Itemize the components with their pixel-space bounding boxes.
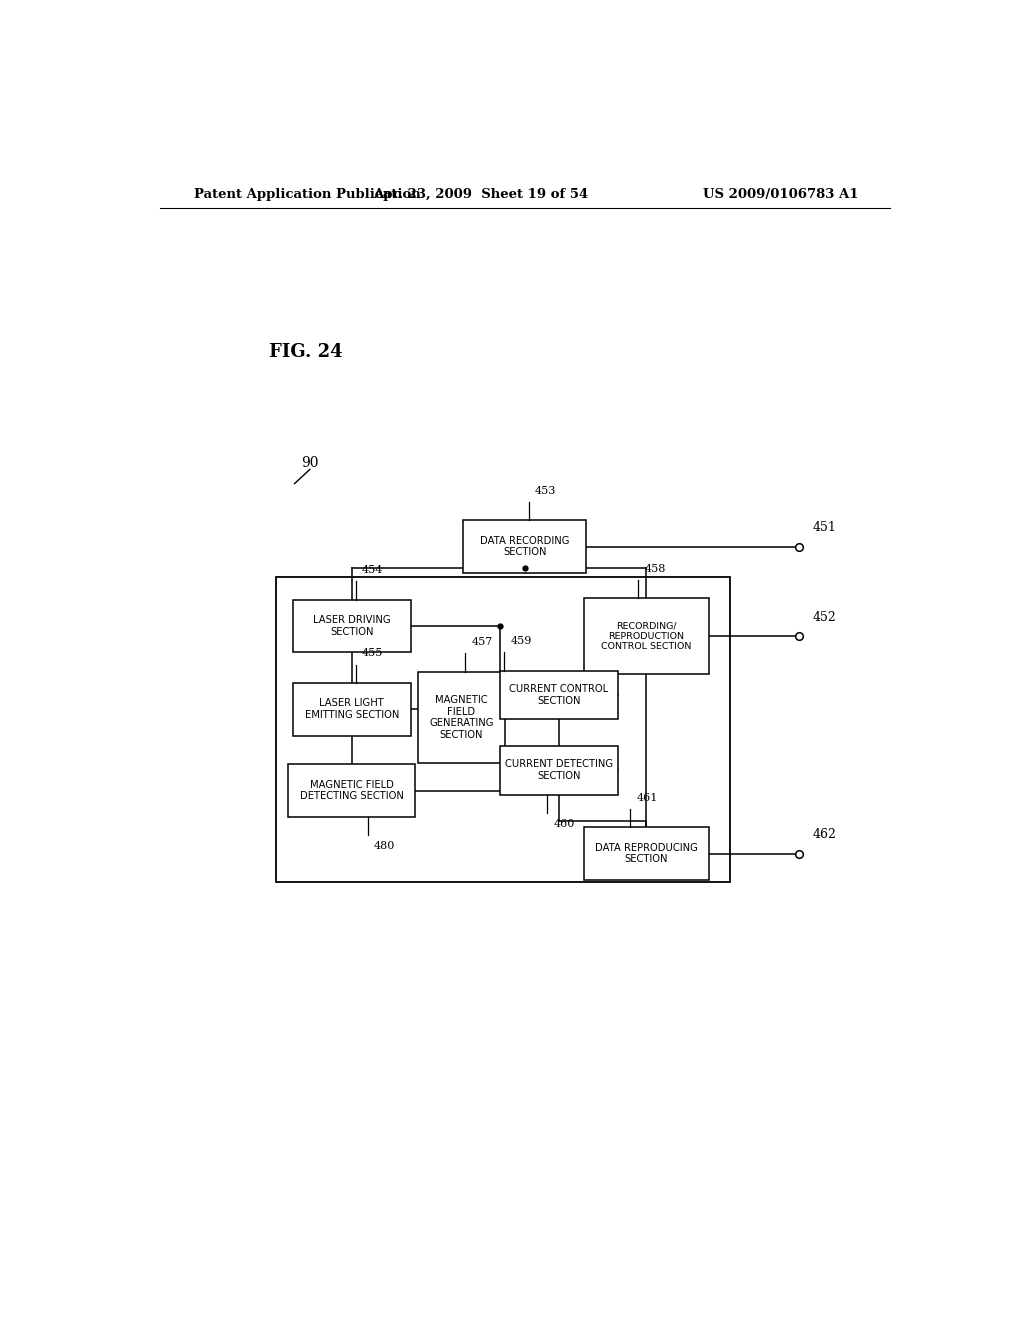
Text: MAGNETIC
FIELD
GENERATING
SECTION: MAGNETIC FIELD GENERATING SECTION (429, 696, 494, 739)
Text: 452: 452 (813, 611, 837, 624)
Text: 460: 460 (553, 818, 574, 829)
Text: 461: 461 (637, 793, 658, 803)
Text: LASER LIGHT
EMITTING SECTION: LASER LIGHT EMITTING SECTION (304, 698, 399, 721)
Text: DATA RECORDING
SECTION: DATA RECORDING SECTION (480, 536, 569, 557)
Text: US 2009/0106783 A1: US 2009/0106783 A1 (702, 189, 858, 202)
Bar (584, 598, 709, 675)
Text: 454: 454 (362, 565, 383, 576)
Text: 459: 459 (511, 636, 531, 647)
Bar (293, 599, 411, 652)
Bar (275, 577, 729, 882)
Text: 453: 453 (536, 486, 556, 496)
Text: 451: 451 (813, 521, 837, 535)
Text: CURRENT DETECTING
SECTION: CURRENT DETECTING SECTION (505, 759, 613, 781)
Text: CURRENT CONTROL
SECTION: CURRENT CONTROL SECTION (509, 684, 608, 706)
Text: Patent Application Publication: Patent Application Publication (194, 189, 421, 202)
Bar (293, 682, 411, 735)
Text: RECORDING/
REPRODUCTION
CONTROL SECTION: RECORDING/ REPRODUCTION CONTROL SECTION (601, 622, 691, 651)
Text: 480: 480 (374, 841, 395, 851)
Bar (289, 764, 416, 817)
Bar (584, 828, 709, 880)
Text: 455: 455 (362, 648, 383, 659)
Text: 458: 458 (645, 564, 666, 574)
Text: 462: 462 (813, 829, 837, 841)
Text: DATA REPRODUCING
SECTION: DATA REPRODUCING SECTION (595, 842, 697, 865)
Bar (463, 520, 587, 573)
Bar (500, 671, 617, 719)
Text: FIG. 24: FIG. 24 (269, 342, 343, 360)
Text: 457: 457 (472, 638, 493, 647)
Text: LASER DRIVING
SECTION: LASER DRIVING SECTION (313, 615, 390, 636)
Bar (418, 672, 505, 763)
Text: Apr. 23, 2009  Sheet 19 of 54: Apr. 23, 2009 Sheet 19 of 54 (374, 189, 589, 202)
Text: 90: 90 (301, 457, 318, 470)
Bar (500, 746, 617, 795)
Text: MAGNETIC FIELD
DETECTING SECTION: MAGNETIC FIELD DETECTING SECTION (300, 780, 403, 801)
